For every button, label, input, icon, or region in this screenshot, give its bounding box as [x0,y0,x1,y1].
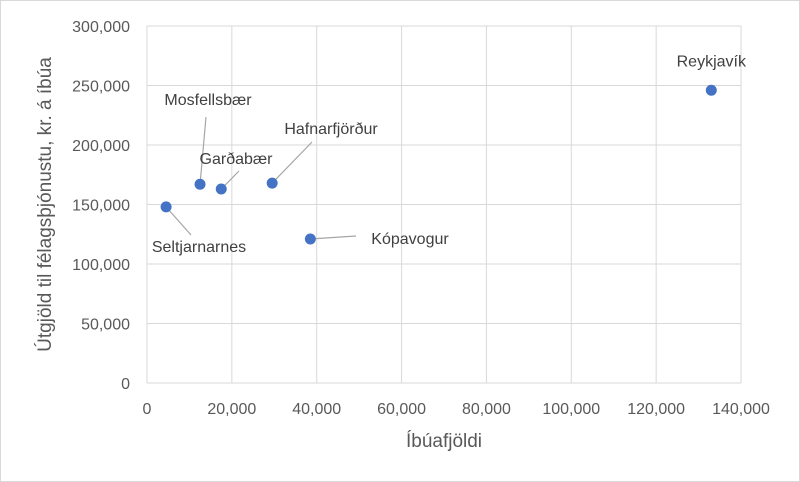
x-tick-label: 40,000 [292,401,341,418]
x-tick-label: 20,000 [207,401,256,418]
y-tick-label: 150,000 [72,198,130,215]
x-tick-label: 60,000 [377,401,426,418]
data-label: Kópavogur [371,231,449,248]
data-point [194,178,206,190]
x-tick-label: 100,000 [542,401,600,418]
x-axis-title: Íbúafjöldi [406,431,482,452]
data-point [160,201,172,213]
y-tick-label: 200,000 [72,138,130,155]
data-points [160,84,717,245]
y-tick-label: 0 [121,376,130,393]
gridlines [146,25,742,384]
y-tick-label: 100,000 [72,257,130,274]
y-axis-title: Útgjöld til félagsþjónustu, kr. á íbúa [34,57,56,352]
leader-line [310,235,357,240]
data-labels: Reykjavík Mosfellsbær Garðabær Hafnarfjörðu… [152,53,747,256]
axes: 0 20,000 40,000 60,000 80,000 100,000 120,000 1… [72,19,770,418]
y-tick-label: 300,000 [72,19,130,36]
leader-line [271,141,313,184]
data-point [266,177,278,189]
x-tick-label: 140,000 [712,401,770,418]
leader-line [165,206,192,236]
data-label: Mosfellsbær [164,92,252,109]
data-point [705,84,717,96]
data-point [215,183,227,195]
x-tick-label: 0 [143,401,152,418]
y-tick-label: 50,000 [81,317,130,334]
data-label: Garðabær [200,151,274,168]
x-tick-label: 80,000 [462,401,511,418]
data-point [304,233,316,245]
data-label: Reykjavík [677,53,747,70]
y-tick-label: 250,000 [72,79,130,96]
leader-line [199,116,207,185]
x-tick-label: 120,000 [627,401,685,418]
data-label: Seltjarnarnes [152,239,246,256]
data-label: Hafnarfjörður [284,121,378,138]
